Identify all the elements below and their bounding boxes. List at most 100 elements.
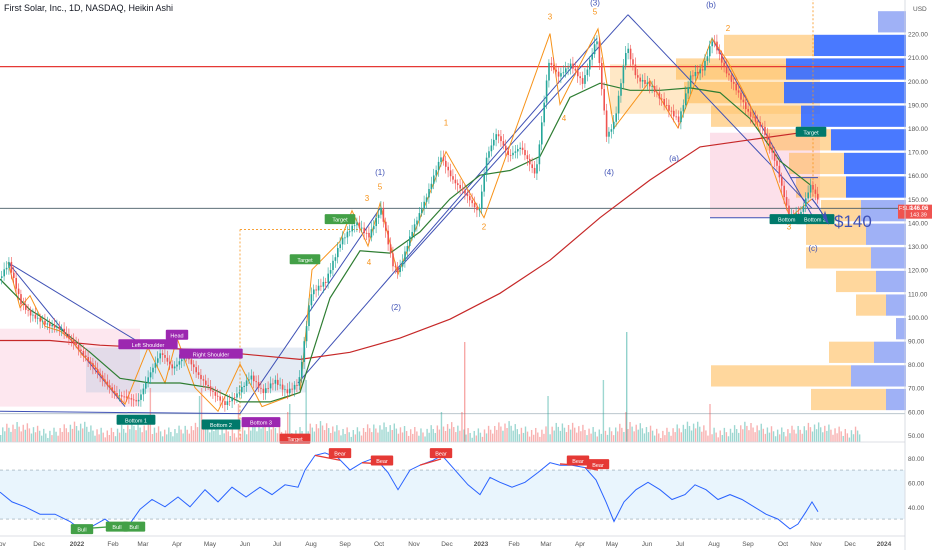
price-tag-price: 146.06: [910, 206, 929, 212]
candle: [701, 64, 704, 78]
volume-bar: [147, 423, 149, 442]
volume-bar: [627, 429, 629, 442]
volume-bar: [428, 432, 430, 442]
price-tag-sub: 143.39: [910, 213, 927, 219]
volume-bar: [59, 428, 61, 442]
candle-body: [445, 160, 447, 167]
candle-body: [385, 221, 387, 231]
x-tick-label: Jun: [240, 541, 251, 548]
candle: [58, 321, 61, 336]
candle: [243, 382, 245, 395]
volume-bar: [414, 426, 416, 442]
candle: [253, 371, 255, 389]
volume-bar: [254, 427, 256, 442]
price-tick-label: 50.00: [908, 433, 925, 440]
candle-body: [591, 54, 593, 60]
candle: [85, 348, 87, 362]
volume-bar: [473, 430, 475, 442]
candle: [128, 391, 130, 404]
candle-body: [157, 358, 159, 363]
price-tick-label: 200.00: [908, 79, 928, 86]
candle: [315, 284, 317, 298]
candle: [733, 76, 735, 91]
volume-bar: [262, 421, 264, 442]
candle-body: [190, 359, 193, 365]
candle-body: [5, 267, 8, 270]
volume-bar: [660, 437, 662, 442]
volume-bar: [47, 437, 49, 442]
volume-bar: [762, 428, 764, 442]
candle-body: [464, 190, 466, 194]
candle-body: [608, 131, 610, 137]
candle: [106, 374, 109, 390]
rsi-tag-box: [566, 455, 590, 466]
rsi-tag-text: Bear: [572, 459, 584, 465]
candle: [137, 393, 140, 407]
volume-bar: [854, 426, 857, 442]
candle: [46, 316, 49, 330]
volume-profile-bar-2: [786, 58, 906, 80]
candle-body: [521, 147, 524, 150]
volume-bar: [723, 427, 726, 442]
candle-body: [116, 393, 118, 396]
candle-body: [193, 364, 195, 368]
candle: [495, 128, 497, 147]
candle: [502, 134, 505, 150]
candle-body: [409, 236, 411, 246]
volume-bar: [336, 425, 338, 442]
candle-body: [634, 64, 637, 76]
trend-line-2: [0, 410, 241, 415]
volume-bar: [55, 431, 57, 442]
volume-bar: [407, 435, 410, 442]
candle-body: [473, 203, 476, 208]
volume-bar: [20, 431, 22, 442]
candle: [497, 130, 500, 144]
candle: [615, 106, 617, 127]
volume-bar: [668, 431, 670, 442]
wave-label: 3: [787, 223, 792, 232]
candle-body: [543, 102, 545, 123]
volume-bar: [8, 427, 10, 442]
candle: [142, 383, 145, 402]
candle: [781, 172, 783, 193]
candle-body: [761, 126, 764, 128]
volume-bar: [26, 423, 29, 442]
volume-bar: [485, 433, 488, 442]
volume-bar: [670, 435, 672, 442]
trend-line-0: [7, 262, 141, 344]
volume-bar: [141, 432, 143, 442]
candle-body: [538, 144, 541, 165]
trend-line-4: [297, 38, 598, 384]
volume-bar: [735, 429, 738, 442]
candle-body: [70, 338, 73, 340]
volume-bar: [96, 429, 98, 442]
candle: [562, 65, 565, 78]
candle: [41, 315, 44, 329]
volume-bar: [744, 421, 746, 442]
candle: [173, 361, 176, 375]
candle-body: [509, 154, 512, 156]
candle: [490, 138, 493, 157]
candle-body: [154, 362, 157, 368]
volume-bar: [432, 429, 434, 442]
candle-body: [466, 193, 469, 197]
volume-bar: [705, 430, 707, 442]
volume-bar: [524, 426, 527, 442]
candle-body: [502, 141, 505, 146]
volume-bar: [797, 425, 799, 442]
volume-bar: [41, 435, 43, 442]
candle: [545, 74, 548, 109]
candle: [29, 306, 32, 323]
volume-bar: [323, 430, 326, 442]
candle-body: [584, 75, 586, 84]
candle: [685, 86, 687, 110]
candle: [601, 57, 603, 96]
volume-profile-orange-5: [789, 152, 844, 175]
candle-body: [337, 247, 339, 258]
wave-label: (c): [808, 244, 818, 253]
price-tick-label: 210.00: [908, 55, 928, 62]
candle-body: [363, 227, 365, 233]
candle: [641, 74, 644, 88]
candle-body: [221, 400, 224, 402]
